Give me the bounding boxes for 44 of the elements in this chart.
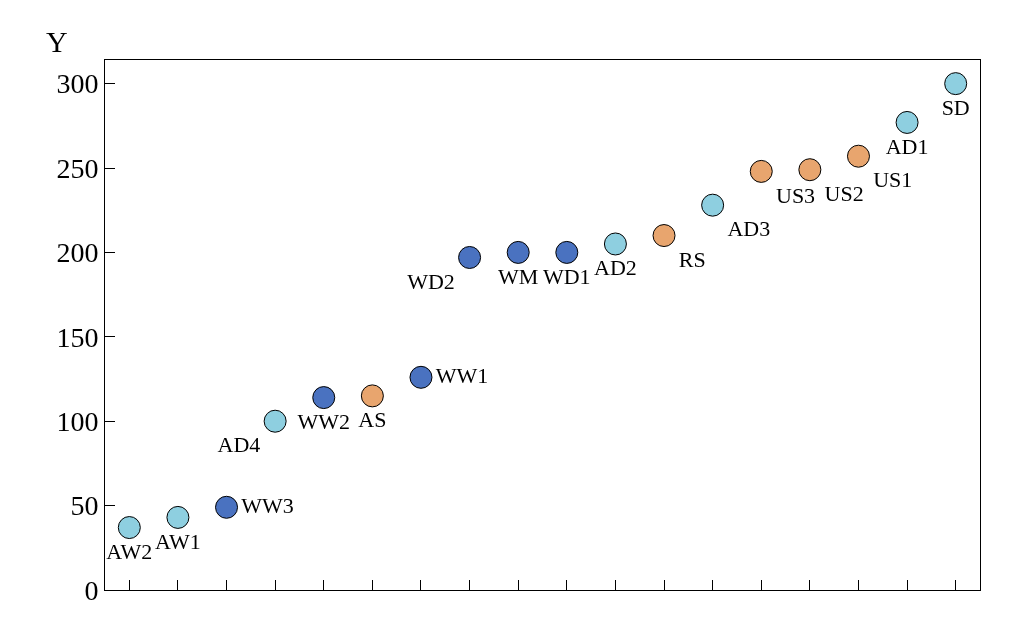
- series-label: RS: [678, 246, 706, 272]
- series-label: AD3: [727, 216, 771, 242]
- series-label: WW2: [297, 408, 351, 434]
- point: [701, 193, 725, 217]
- series-label: WD1: [542, 263, 591, 289]
- series-label: WM: [498, 263, 539, 289]
- y-tick-label: 100: [56, 406, 99, 438]
- point: [895, 110, 919, 134]
- point: [846, 144, 870, 168]
- y-tick-label: 150: [56, 321, 99, 353]
- point: [312, 386, 336, 410]
- point: [749, 159, 773, 183]
- point: [117, 516, 141, 540]
- point: [652, 224, 676, 248]
- series-label: WD2: [407, 268, 455, 294]
- y-axis-title: Y: [46, 25, 68, 58]
- series-label: AD1: [885, 133, 929, 159]
- point: [506, 240, 530, 264]
- y-tick-label: 0: [84, 574, 99, 606]
- series-label: AD2: [594, 255, 637, 281]
- series-label: AS: [358, 407, 387, 433]
- series-label: AW2: [106, 538, 153, 564]
- point: [263, 409, 287, 433]
- y-tick-label: 50: [70, 490, 99, 522]
- y-tick-label: 250: [56, 152, 99, 184]
- series-label: US1: [873, 167, 913, 193]
- point: [458, 245, 482, 269]
- series-label: US3: [776, 182, 816, 208]
- point: [166, 505, 190, 529]
- point: [603, 232, 627, 256]
- point: [215, 495, 239, 519]
- point: [409, 365, 433, 389]
- y-tick-label: 300: [56, 68, 99, 100]
- series-label: AW1: [154, 528, 201, 554]
- series-label: SD: [941, 94, 970, 120]
- point: [555, 240, 579, 264]
- y-tick-label: 200: [56, 237, 99, 269]
- point: [360, 384, 384, 408]
- point: [944, 72, 968, 96]
- series-label: AD4: [217, 432, 261, 458]
- series-label: WW3: [241, 492, 294, 518]
- series-label: WW1: [435, 362, 489, 388]
- series-label: US2: [824, 180, 864, 206]
- point: [798, 158, 822, 182]
